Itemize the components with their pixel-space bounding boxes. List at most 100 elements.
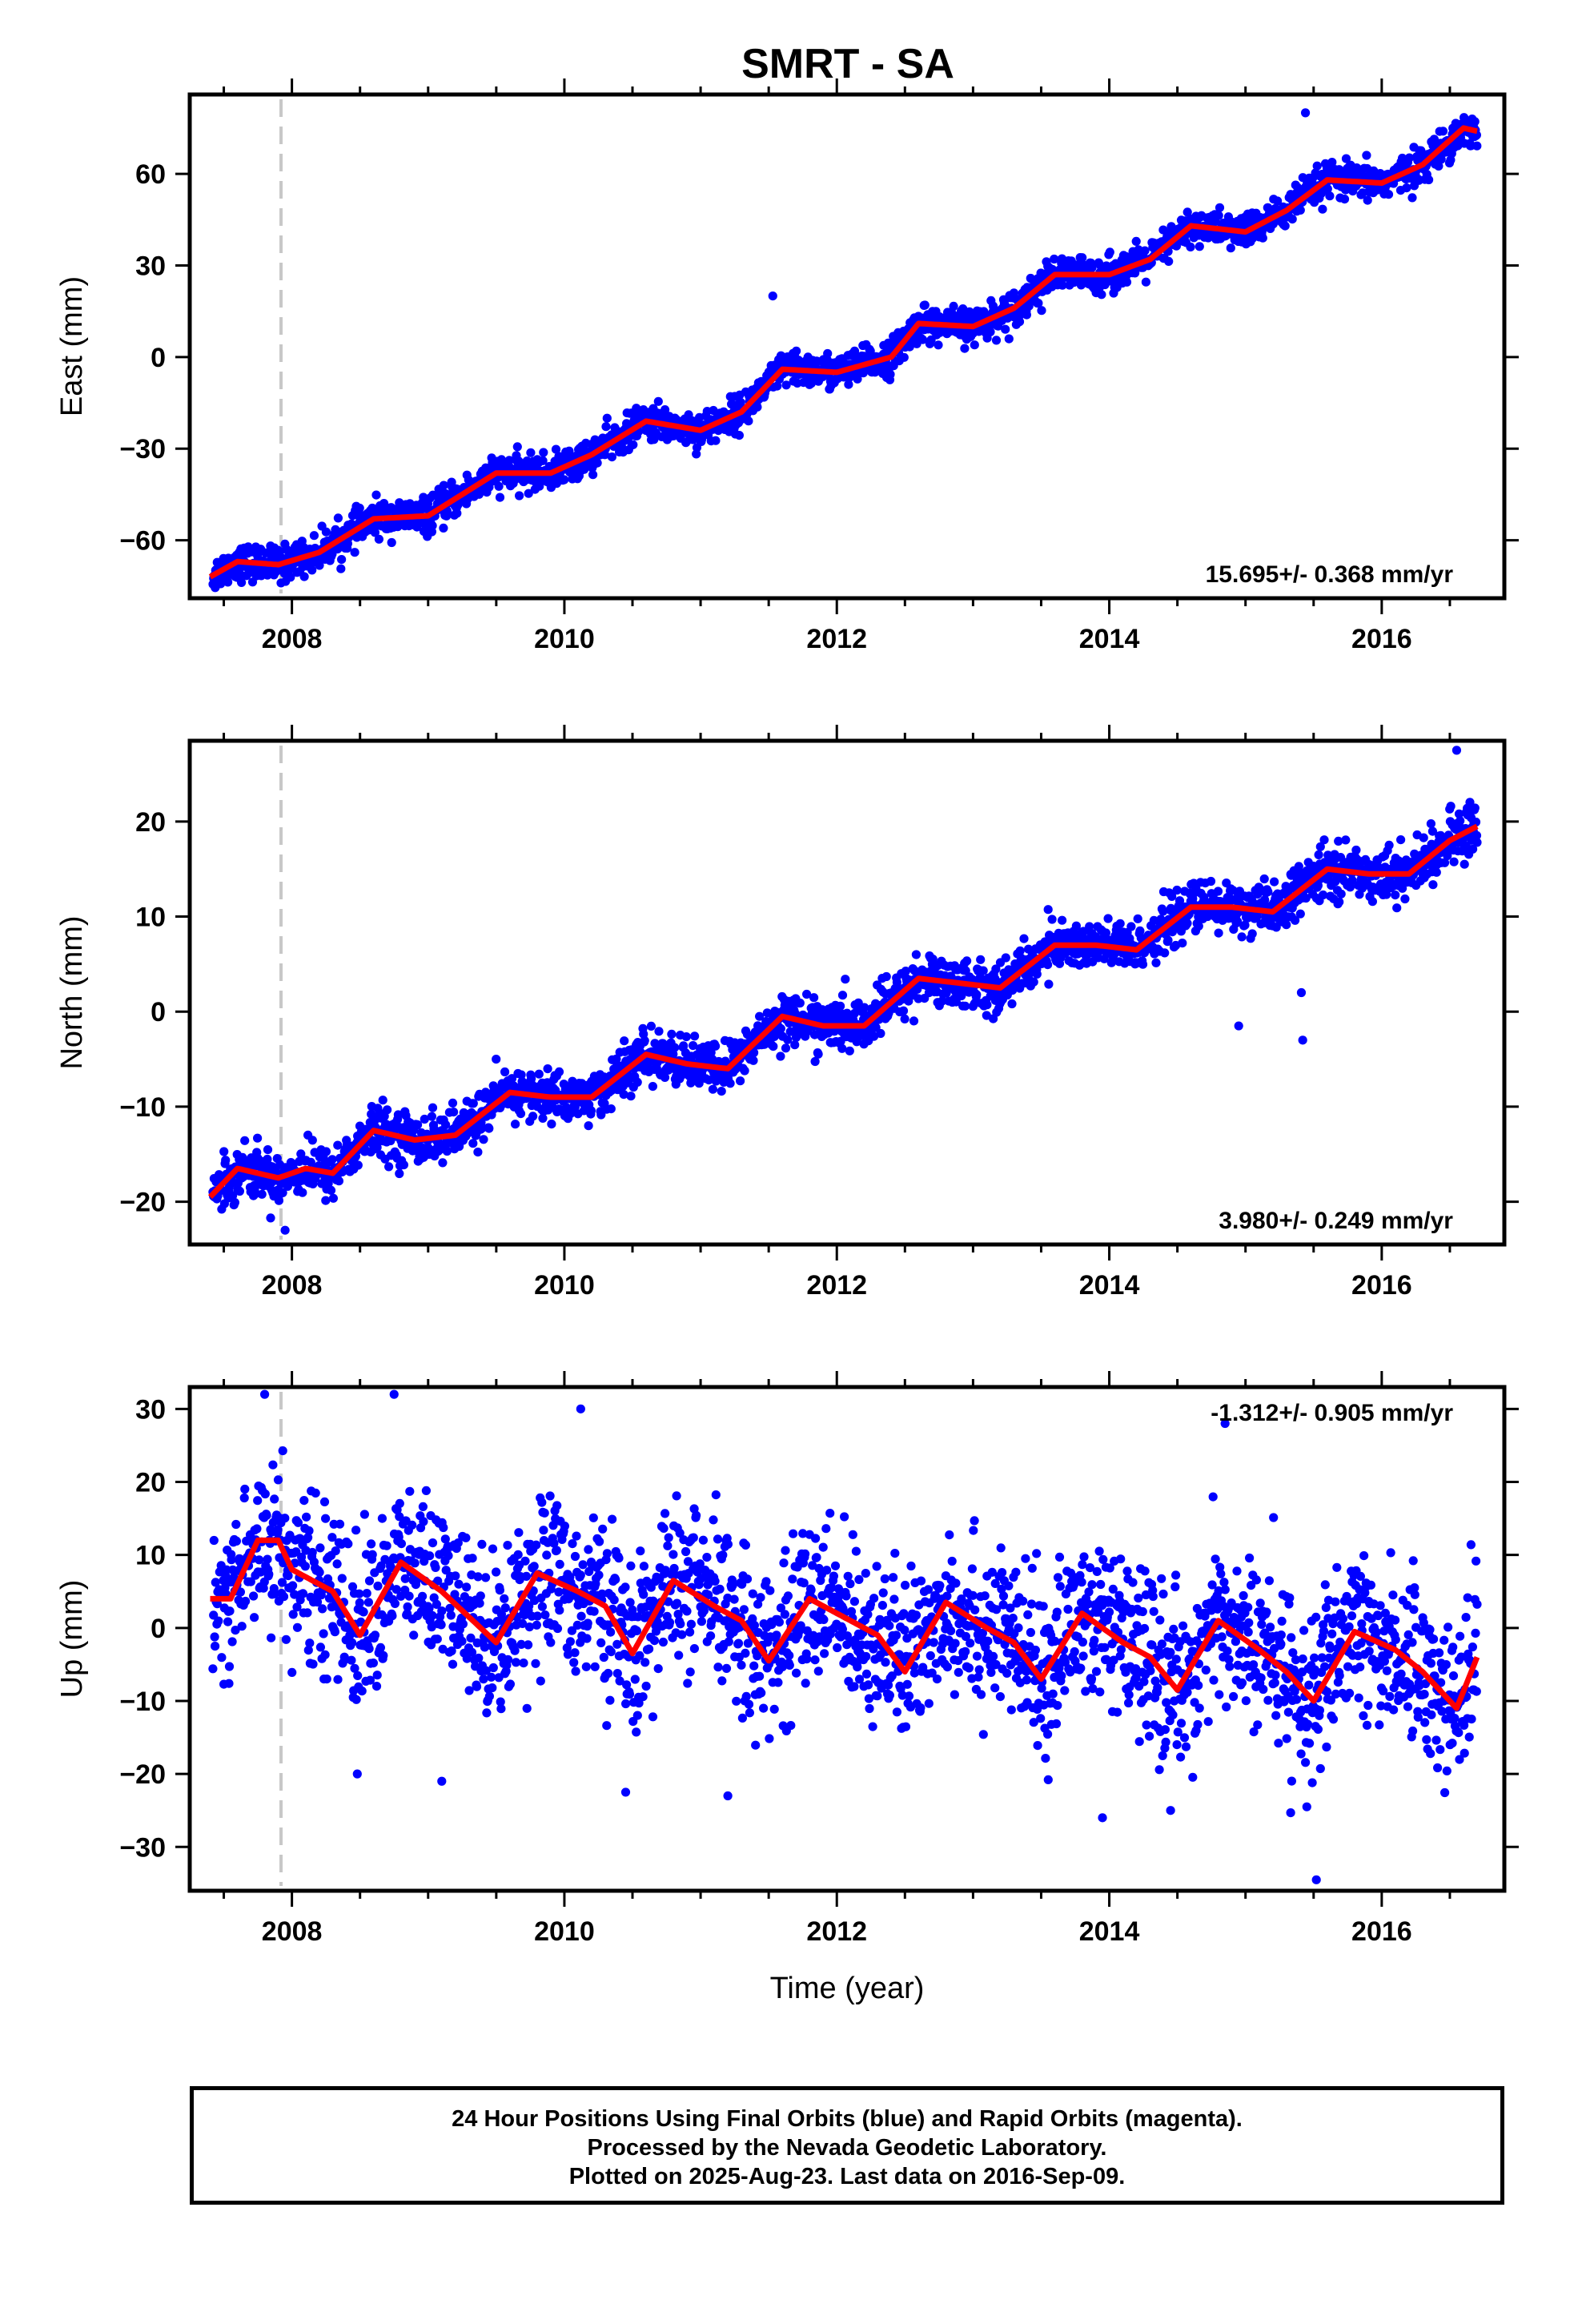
data-point: [602, 413, 612, 423]
data-point: [711, 436, 721, 445]
data-point: [913, 984, 922, 994]
data-point: [1140, 246, 1150, 255]
data-point: [951, 997, 961, 1007]
data-point: [619, 1090, 628, 1100]
data-point: [441, 1120, 451, 1130]
data-point: [606, 1104, 616, 1114]
data-point: [524, 489, 533, 498]
data-point: [632, 1077, 642, 1087]
x-tick-label: 2008: [262, 1270, 323, 1301]
data-point: [504, 456, 514, 465]
data-point: [1029, 977, 1038, 987]
x-tick-label: 2010: [534, 1270, 595, 1301]
data-point: [1315, 842, 1325, 851]
data-point: [1058, 915, 1067, 925]
data-point: [1460, 859, 1469, 869]
data-point: [1174, 896, 1185, 906]
data-point: [296, 1149, 306, 1159]
data-point: [1345, 883, 1355, 892]
data-point: [307, 565, 317, 575]
data-point: [334, 1176, 343, 1186]
data-point: [1043, 905, 1053, 915]
data-point: [1078, 927, 1088, 936]
data-point: [1282, 920, 1291, 930]
data-point: [249, 1591, 259, 1601]
data-point: [449, 1108, 459, 1117]
data-point: [1178, 939, 1187, 948]
data-point: [240, 1136, 250, 1145]
data-point: [280, 1514, 290, 1523]
data-point: [484, 1124, 494, 1133]
data-point: [240, 1484, 250, 1494]
data-point: [1022, 310, 1031, 320]
data-point: [279, 1592, 289, 1602]
data-point: [1001, 324, 1010, 334]
x-tick-label: 2014: [1079, 1270, 1140, 1301]
data-point: [1335, 897, 1344, 907]
data-point: [1172, 885, 1182, 895]
data-point: [841, 975, 850, 984]
data-point: [917, 335, 928, 344]
data-point: [439, 480, 448, 490]
data-point: [1130, 268, 1140, 278]
data-point: [740, 1066, 749, 1076]
data-point: [982, 1000, 992, 1010]
data-point: [270, 1494, 279, 1504]
data-point: [420, 1114, 429, 1124]
data-point: [1182, 207, 1192, 217]
data-point: [227, 1637, 237, 1647]
data-point: [976, 955, 986, 964]
data-point: [335, 1519, 345, 1529]
x-tick-label: 2016: [1351, 624, 1412, 654]
data-point: [1351, 845, 1361, 855]
data-point: [371, 490, 381, 500]
data-point: [1446, 802, 1456, 811]
data-point: [991, 964, 1001, 974]
data-point: [1400, 894, 1410, 904]
data-point: [1115, 919, 1125, 928]
data-point: [1149, 915, 1158, 925]
data-point: [515, 491, 524, 501]
data-point: [1015, 946, 1025, 955]
data-point: [1004, 334, 1014, 344]
data-point: [860, 1003, 869, 1012]
data-point: [442, 506, 452, 516]
data-point: [1341, 835, 1351, 845]
data-point: [962, 956, 972, 966]
data-point: [1436, 155, 1446, 164]
data-point: [538, 456, 548, 465]
data-point: [217, 1653, 227, 1663]
data-point: [468, 1099, 478, 1108]
data-point: [734, 431, 745, 440]
data-point: [479, 1135, 488, 1144]
data-point: [1259, 874, 1269, 884]
data-point: [1019, 934, 1029, 943]
data-point: [823, 348, 833, 359]
data-point: [1263, 887, 1273, 897]
data-point: [225, 1606, 235, 1616]
plot-frame: [187, 92, 1507, 601]
data-point: [1258, 233, 1267, 243]
data-point: [384, 1162, 394, 1172]
data-point: [1136, 933, 1146, 943]
data-point: [1314, 850, 1323, 859]
y-tick-label: 0: [151, 343, 166, 373]
data-point: [208, 1664, 218, 1674]
data-point: [299, 572, 309, 581]
data-point: [321, 527, 331, 537]
data-point: [209, 1535, 219, 1546]
data-point: [654, 1027, 664, 1036]
data-point: [347, 1638, 357, 1647]
data-point: [308, 1659, 318, 1669]
data-point: [795, 998, 805, 1008]
data-point: [260, 1489, 270, 1499]
data-point: [769, 1042, 778, 1051]
data-point: [809, 993, 819, 1003]
data-point: [584, 1121, 593, 1131]
data-point: [224, 1662, 235, 1671]
data-point: [1334, 836, 1343, 846]
data-point: [412, 522, 422, 532]
data-point: [428, 521, 437, 531]
data-point: [560, 475, 569, 485]
